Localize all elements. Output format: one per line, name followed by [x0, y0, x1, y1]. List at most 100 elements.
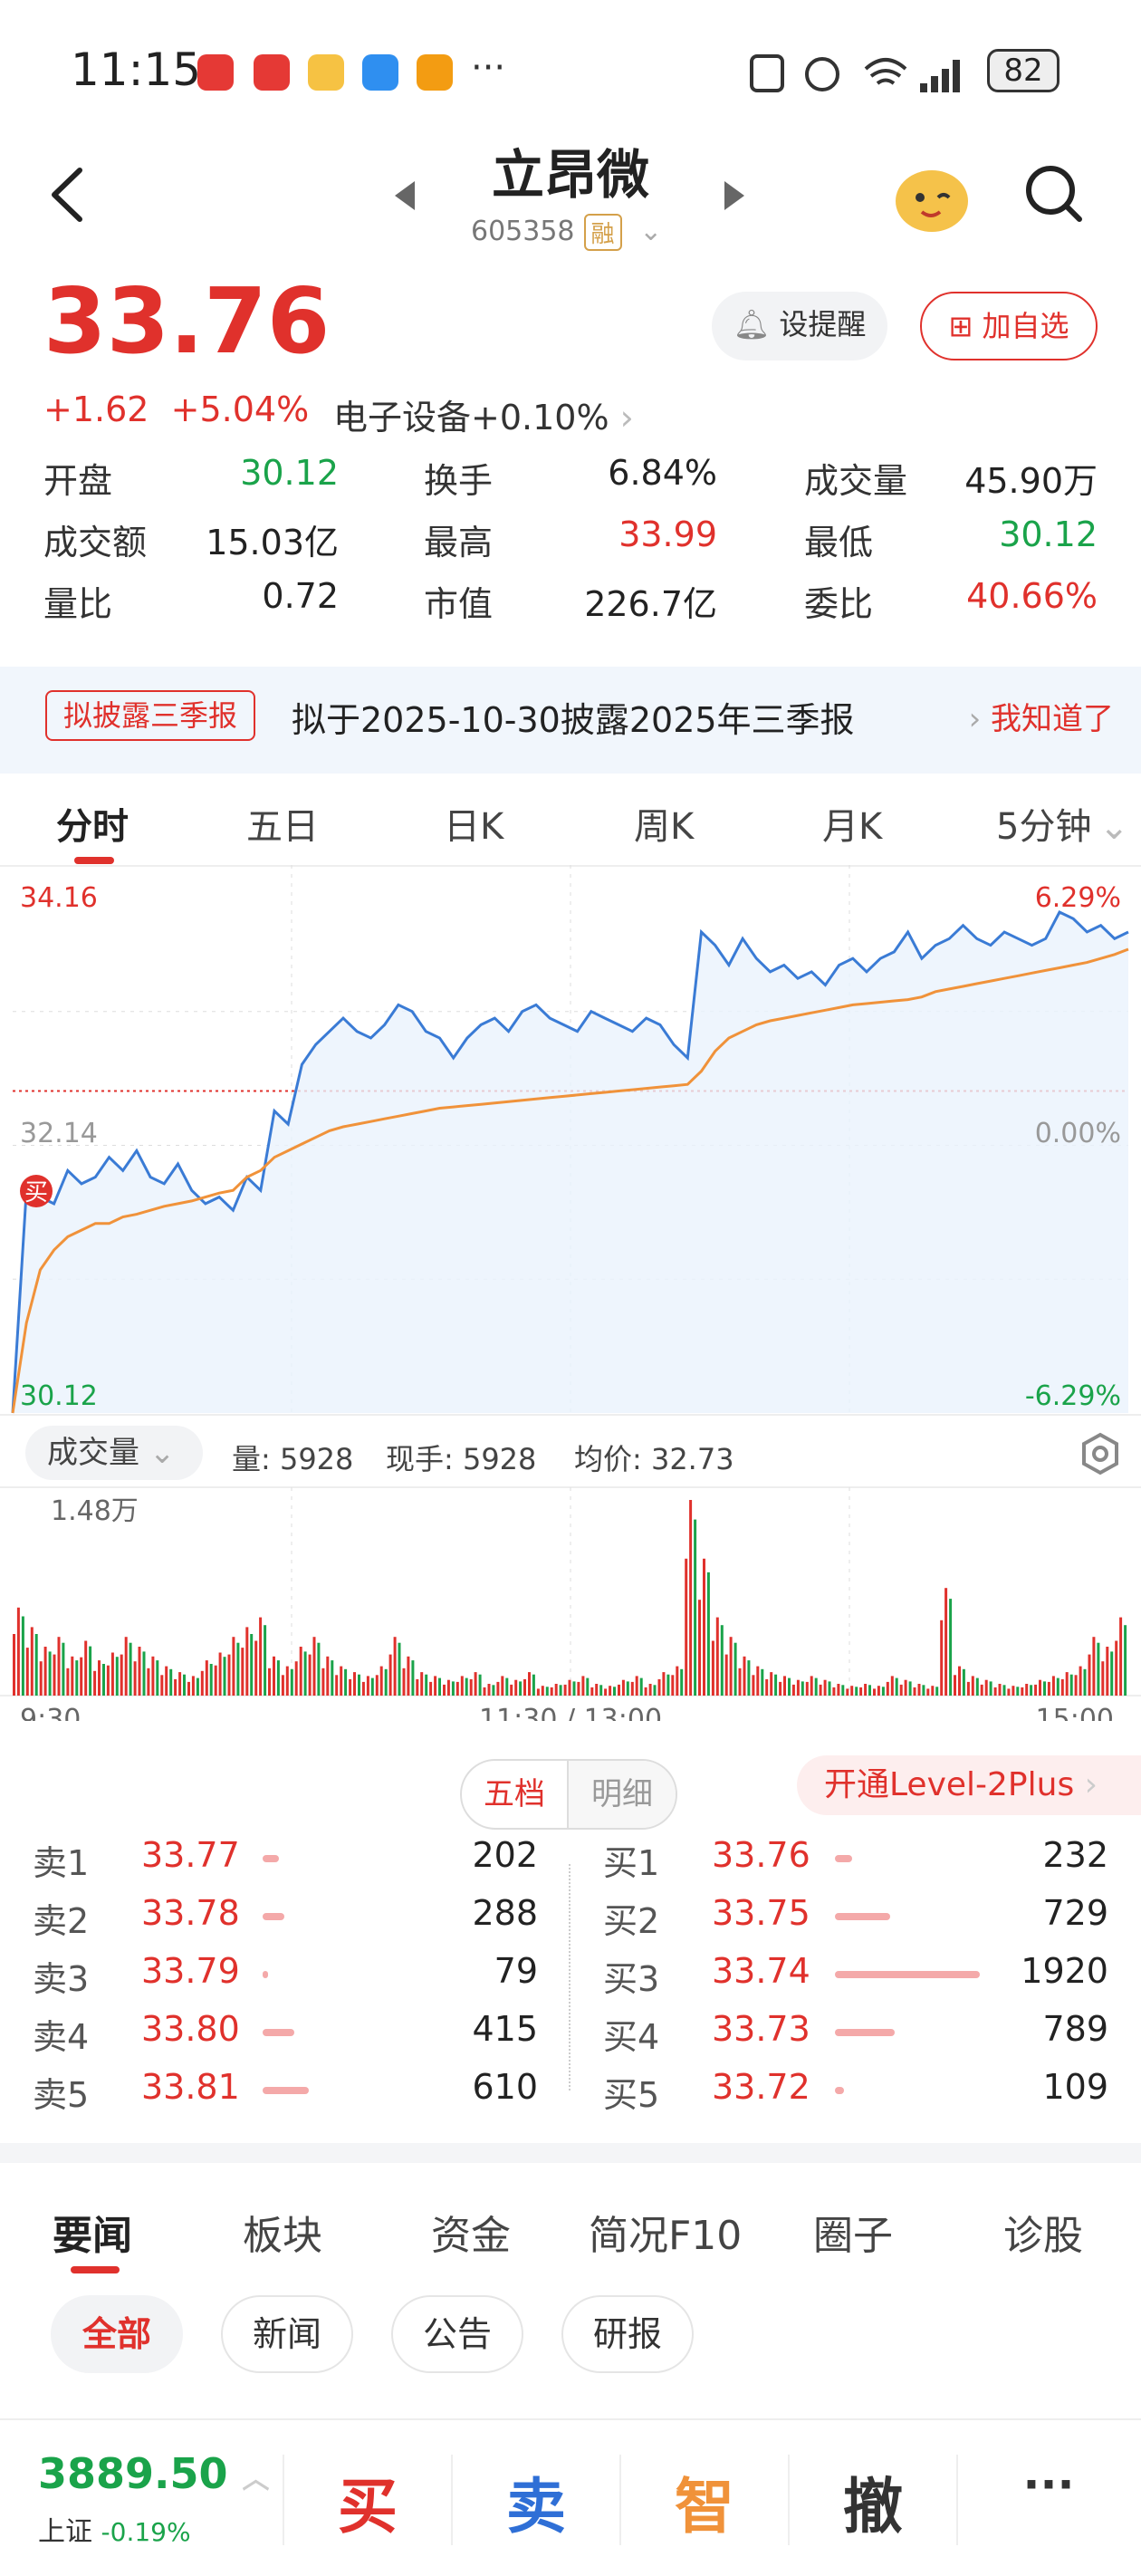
- volume-bar: [326, 1656, 330, 1696]
- volume-bar: [770, 1672, 773, 1696]
- volume-bar: [644, 1687, 647, 1696]
- news-tab-indicator: [71, 2266, 120, 2273]
- more-icon[interactable]: ···: [1022, 2458, 1075, 2511]
- news-tab-4[interactable]: 圈子: [813, 2213, 893, 2259]
- volume-bar: [783, 1676, 786, 1696]
- volume-bar: [711, 1640, 714, 1696]
- buys-depth-bar: [835, 1913, 890, 1920]
- tab-3[interactable]: 周K: [634, 806, 695, 848]
- volume-bar: [358, 1674, 360, 1696]
- battery-icon: 82: [987, 49, 1060, 92]
- search-icon[interactable]: [1023, 163, 1087, 226]
- bell-icon: 🔔︎: [733, 307, 771, 341]
- mascot-icon[interactable]: [891, 156, 973, 237]
- volume-bar: [353, 1672, 356, 1696]
- volume-bar: [774, 1674, 778, 1696]
- stock-code: 605358: [471, 216, 575, 247]
- prev-stock-icon[interactable]: [391, 178, 418, 214]
- volume-bar: [1051, 1676, 1055, 1696]
- tab-1[interactable]: 五日: [246, 806, 319, 848]
- level2-upgrade-button[interactable]: 开通Level-2Plus ›: [797, 1755, 1141, 1815]
- margin-badge: 融: [583, 214, 622, 251]
- volume-bar: [756, 1666, 760, 1696]
- volume-bar: [496, 1681, 500, 1696]
- bottom-trade-bar: [0, 2418, 1141, 2576]
- volume-bar: [922, 1685, 925, 1696]
- news-filter-1[interactable]: 新闻: [221, 2295, 353, 2373]
- volume-bar: [703, 1558, 705, 1696]
- settings-icon[interactable]: [1078, 1431, 1123, 1476]
- volume-bar: [1065, 1672, 1069, 1696]
- volume-bar: [89, 1646, 92, 1696]
- smart-button[interactable]: 智: [675, 2472, 734, 2542]
- news-tab-3[interactable]: 简况F10: [589, 2213, 743, 2259]
- buys-qty: 232: [1042, 1835, 1108, 1875]
- volume-bar: [407, 1656, 410, 1696]
- disclosure-banner: [0, 667, 1141, 774]
- news-tab-1[interactable]: 板块: [243, 2213, 322, 2259]
- volume-bar: [53, 1654, 56, 1696]
- add-watchlist-button[interactable]: ⊞ 加自选: [920, 292, 1098, 360]
- dismiss-banner-button[interactable]: › 我知道了: [968, 701, 1114, 737]
- back-icon[interactable]: [45, 163, 91, 226]
- volume-bar: [662, 1672, 666, 1696]
- cancel-order-button[interactable]: 撤: [843, 2472, 903, 2542]
- volume-bar: [510, 1684, 513, 1696]
- volume-bar: [828, 1681, 831, 1696]
- tab-five-levels[interactable]: 五档: [462, 1761, 569, 1828]
- volume-bar: [523, 1678, 526, 1696]
- news-tab-0[interactable]: 要闻: [53, 2213, 132, 2259]
- buys-depth-bar: [835, 1971, 980, 1978]
- index-value[interactable]: 3889.50 ︿: [38, 2449, 270, 2498]
- buys-price: 33.73: [712, 2009, 810, 2049]
- buy-button[interactable]: 买: [338, 2472, 398, 2542]
- volume-bar: [465, 1677, 468, 1696]
- tab-0[interactable]: 分时: [56, 806, 129, 848]
- volume-bar: [469, 1678, 473, 1696]
- banner-text: 拟于2025-10-30披露2025年三季报: [292, 700, 855, 740]
- news-filter-3[interactable]: 研报: [561, 2295, 694, 2373]
- volume-bar: [747, 1660, 751, 1696]
- volume-bar: [165, 1666, 168, 1696]
- stat-label: 最低: [804, 523, 874, 562]
- tab-2[interactable]: 日K: [444, 806, 504, 848]
- volume-bar: [93, 1670, 97, 1696]
- volume-bar: [30, 1627, 34, 1696]
- current-hand: 现手: 5928: [386, 1442, 537, 1476]
- volume-bar: [954, 1675, 956, 1696]
- volume-bar: [568, 1679, 571, 1696]
- tab-details[interactable]: 明细: [569, 1761, 676, 1828]
- sell-button[interactable]: 卖: [506, 2472, 566, 2542]
- volume-bar: [169, 1668, 173, 1696]
- volume-bar: [788, 1677, 791, 1696]
- tab-5[interactable]: 5分钟 ⌄: [996, 806, 1129, 848]
- volume-bar: [1069, 1674, 1073, 1696]
- avg-price: 均价: 32.73: [574, 1442, 734, 1476]
- tab-4[interactable]: 月K: [822, 806, 883, 848]
- volume-bar: [613, 1687, 616, 1696]
- news-filter-2[interactable]: 公告: [391, 2295, 523, 2373]
- volume-bar: [245, 1627, 249, 1696]
- sector-link[interactable]: 电子设备+0.10% ›: [333, 398, 634, 437]
- stock-code-row[interactable]: 605358 融 ⌄: [471, 214, 662, 251]
- volume-bar: [908, 1681, 912, 1696]
- volume-bar: [1016, 1687, 1020, 1696]
- next-stock-icon[interactable]: [721, 178, 748, 214]
- volume-bar: [671, 1675, 675, 1696]
- volume-bar: [393, 1637, 397, 1696]
- stat-value: 30.12: [240, 453, 339, 493]
- volume-bar: [895, 1677, 898, 1696]
- buys-price: 33.74: [712, 1951, 810, 1991]
- volume-bar: [832, 1687, 836, 1696]
- news-tab-5[interactable]: 诊股: [1003, 2213, 1083, 2259]
- volume-bar: [595, 1684, 599, 1696]
- news-filter-0[interactable]: 全部: [51, 2295, 183, 2373]
- news-tab-2[interactable]: 资金: [431, 2213, 511, 2259]
- set-reminder-button[interactable]: 🔔︎ 设提醒: [712, 292, 887, 360]
- intraday-chart[interactable]: 34.16 32.14 30.12 6.29% 0.00% -6.29% 买: [0, 865, 1141, 1427]
- price-area: [13, 912, 1128, 1413]
- volume-bar: [975, 1677, 979, 1696]
- stat-value: 30.12: [999, 514, 1098, 554]
- indicator-selector[interactable]: 成交量 ⌄: [25, 1426, 203, 1480]
- sells-price: 33.79: [141, 1951, 240, 1991]
